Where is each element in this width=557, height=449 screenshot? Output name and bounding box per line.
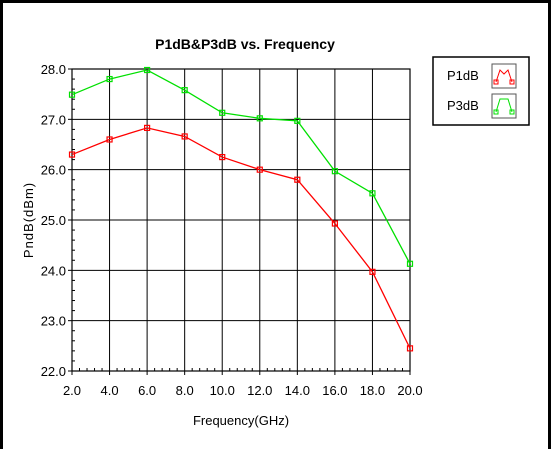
series-line [71, 127, 411, 349]
x-tick-label: 6.0 [138, 383, 156, 398]
data-point [68, 91, 76, 98]
data-point [294, 176, 301, 183]
y-tick-label: 26.0 [41, 163, 66, 178]
data-point [294, 117, 301, 124]
data-point [219, 109, 226, 116]
data-point [256, 166, 263, 173]
y-tick-label: 28.0 [41, 62, 66, 77]
legend-swatch [491, 93, 517, 119]
legend-label: P3dB [447, 98, 479, 113]
x-tick-label: 14.0 [285, 383, 310, 398]
y-tick-label: 23.0 [41, 314, 66, 329]
y-axis-ticks: 22.0 23.0 24.0 25.0 26.0 27.0 28.0 [41, 62, 75, 379]
x-tick-label: 18.0 [360, 383, 385, 398]
data-point [106, 75, 113, 83]
x-axis-label: Frequency(GHz) [193, 413, 289, 428]
data-point [406, 260, 414, 267]
x-tick-label: 20.0 [397, 383, 422, 398]
x-axis-ticks: 2.0 4.0 6.0 8.0 10.0 12.0 14.0 16.0 18.0 20.0 [63, 368, 423, 398]
series-p3db [68, 66, 414, 267]
grid [72, 69, 410, 371]
data-point [68, 151, 76, 158]
x-tick-label: 8.0 [176, 383, 194, 398]
y-tick-label: 27.0 [41, 112, 66, 127]
y-tick-label: 25.0 [41, 213, 66, 228]
data-point [256, 115, 263, 122]
legend-label: P1dB [447, 68, 479, 83]
chart-title: P1dB&P3dB vs. Frequency [155, 36, 335, 52]
series-p1db [68, 124, 414, 352]
data-point [106, 136, 113, 143]
y-tick-label: 24.0 [41, 263, 66, 278]
series-line [71, 69, 411, 265]
x-tick-label: 12.0 [247, 383, 272, 398]
data-point [331, 220, 338, 227]
y-axis-label: PndB(dBm) [21, 182, 36, 258]
data-point [369, 268, 376, 275]
legend-swatch [491, 63, 517, 89]
data-point [144, 66, 151, 74]
data-point [144, 124, 151, 131]
data-point [331, 168, 338, 175]
y-tick-label: 22.0 [41, 364, 66, 379]
data-point [369, 190, 376, 197]
x-tick-label: 2.0 [63, 383, 81, 398]
data-point [406, 345, 414, 352]
x-tick-label: 10.0 [210, 383, 235, 398]
legend: P1dB P3dB [432, 56, 530, 126]
series-layer [68, 66, 414, 352]
data-point [181, 87, 188, 94]
data-point [181, 133, 188, 140]
x-tick-label: 16.0 [322, 383, 347, 398]
x-tick-label: 4.0 [101, 383, 119, 398]
data-point [219, 153, 226, 161]
